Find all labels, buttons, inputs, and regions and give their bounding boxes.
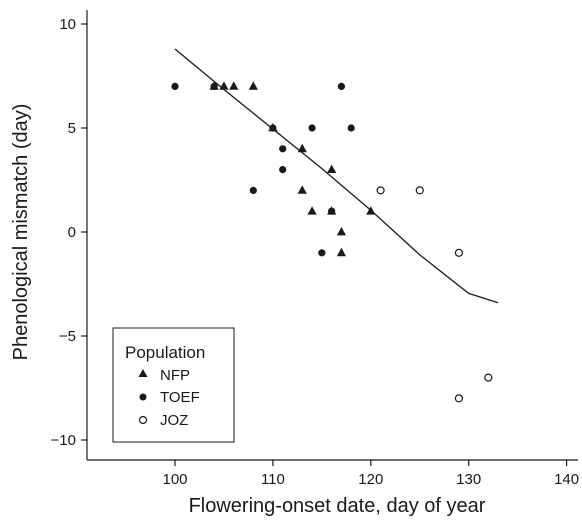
point-toef	[337, 82, 346, 90]
point-nfp	[229, 81, 239, 90]
y-ticks: −10 −5 0 5 10	[51, 16, 87, 449]
point-joz	[415, 186, 424, 195]
legend-marker-filled-circle	[139, 393, 147, 401]
y-tick-label: 5	[68, 120, 76, 137]
y-tick-label: 0	[68, 224, 76, 241]
point-toef	[308, 124, 316, 132]
x-ticks: 100 110 120 130 140	[162, 460, 579, 488]
point-toef	[210, 82, 218, 90]
point-nfp	[327, 164, 337, 173]
legend-label-toef: TOEF	[160, 389, 200, 406]
point-nfp	[219, 81, 229, 90]
point-nfp	[297, 143, 307, 153]
point-toef	[279, 145, 287, 153]
y-axis: −10 −5 0 5 10 Phenological mismatch (day)	[10, 10, 88, 460]
point-toef	[347, 124, 355, 132]
point-nfp	[366, 206, 376, 215]
point-toef	[249, 186, 257, 194]
x-tick-label: 110	[261, 471, 285, 488]
regression-line	[174, 48, 499, 304]
point-nfp	[336, 247, 347, 257]
legend-label-nfp: NFP	[160, 367, 190, 384]
data-points	[171, 81, 493, 403]
point-toef	[328, 207, 336, 215]
y-tick-label: 10	[59, 16, 76, 33]
legend-box	[112, 327, 235, 443]
point-toef	[269, 124, 277, 132]
point-nfp	[297, 185, 307, 194]
legend-marker-open-circle	[138, 415, 148, 425]
x-axis-title: Flowering-onset date, day of year	[189, 495, 486, 517]
point-joz	[376, 186, 385, 195]
point-toef	[279, 166, 287, 174]
legend-entry-toef: TOEF	[139, 389, 200, 406]
x-tick-label: 140	[554, 471, 579, 488]
y-tick-label: −10	[51, 432, 76, 449]
point-nfp	[336, 227, 347, 236]
y-axis-title: Phenological mismatch (day)	[10, 104, 32, 361]
legend-entry-nfp: NFP	[138, 367, 190, 384]
x-tick-label: 120	[358, 471, 383, 488]
point-joz	[454, 394, 464, 403]
legend-entry-joz: JOZ	[138, 412, 188, 429]
y-tick-label: −5	[59, 328, 76, 345]
trend-line-group	[174, 48, 499, 304]
point-nfp	[248, 81, 258, 90]
x-axis: 100 110 120 130 140 Flowering-onset date, da…	[87, 459, 579, 517]
legend-label-joz: JOZ	[160, 412, 188, 429]
legend: Population NFP TOEF JOZ	[112, 327, 235, 443]
point-joz	[454, 248, 464, 257]
x-tick-label: 100	[162, 471, 187, 488]
legend-title: Population	[125, 343, 205, 362]
point-toef	[318, 249, 326, 257]
x-tick-label: 130	[456, 471, 481, 488]
point-nfp	[307, 206, 317, 215]
point-joz	[484, 373, 493, 382]
legend-marker-triangle	[138, 369, 148, 377]
point-toef	[171, 82, 179, 90]
